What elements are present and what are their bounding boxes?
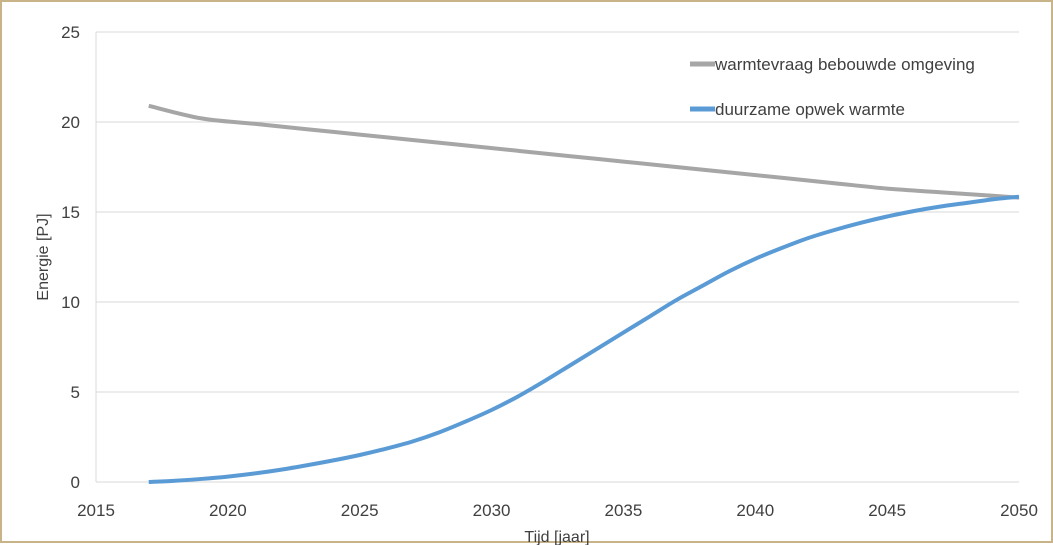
legend-label: warmtevraag bebouwde omgeving [714, 55, 975, 74]
x-tick-label: 2035 [605, 501, 643, 520]
series-line-1 [148, 103, 1020, 200]
legend: warmtevraag bebouwde omgeving duurzame op… [690, 55, 975, 119]
y-axis-title: Energie [PJ] [35, 213, 52, 300]
x-tick-label: 2025 [341, 501, 379, 520]
x-tick-label: 2045 [868, 501, 906, 520]
series-lines [148, 103, 1020, 484]
y-tick-label: 0 [71, 473, 80, 492]
y-tick-label: 10 [61, 293, 80, 312]
series-line-2 [148, 194, 1020, 484]
x-tick-label: 2050 [1000, 501, 1038, 520]
y-tick-label: 25 [61, 23, 80, 42]
y-tick-label: 20 [61, 113, 80, 132]
x-tick-label: 2030 [473, 501, 511, 520]
x-axis-title: Tijd [jaar] [524, 529, 589, 545]
y-tick-label: 15 [61, 203, 80, 222]
x-tick-label: 2015 [77, 501, 115, 520]
legend-label: duurzame opwek warmte [715, 100, 905, 119]
y-axis-ticks: 0 5 10 15 20 25 [61, 23, 80, 492]
x-axis-ticks: 2015 2020 2025 2030 2035 2040 2045 2050 [77, 501, 1038, 520]
y-tick-label: 5 [71, 383, 80, 402]
x-tick-label: 2040 [736, 501, 774, 520]
x-tick-label: 2020 [209, 501, 247, 520]
